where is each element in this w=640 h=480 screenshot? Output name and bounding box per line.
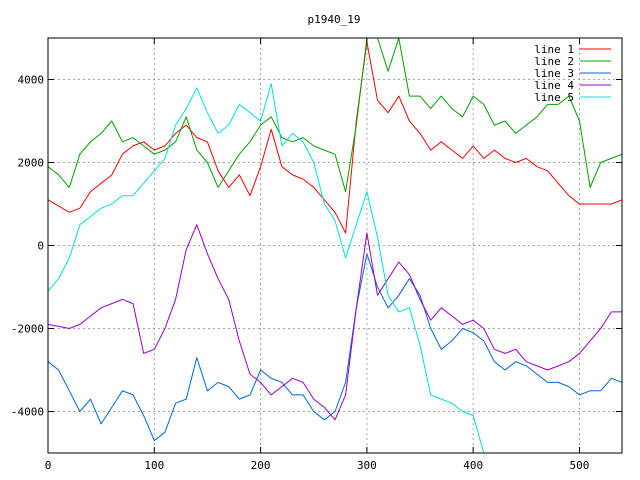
x-tick-label: 500	[570, 459, 590, 472]
series-line-2	[48, 38, 622, 193]
x-tick-label: 200	[251, 459, 271, 472]
legend-label: line 1	[534, 43, 574, 56]
series-line-5	[48, 83, 485, 453]
legend-label: line 3	[534, 67, 574, 80]
x-tick-label: 400	[463, 459, 483, 472]
series-line-3	[48, 253, 622, 442]
axis-ticks: 0 100 200 300 400 500 -4000 -2000 0 2000 4000	[11, 38, 622, 472]
series-line-4	[48, 224, 622, 421]
series-line-1	[48, 41, 622, 234]
y-tick-label: 0	[37, 240, 44, 253]
x-tick-label: 100	[144, 459, 164, 472]
plot-frame	[47, 37, 623, 454]
legend-label: line 5	[534, 91, 574, 104]
legend-label: line 2	[534, 55, 574, 68]
y-tick-label: -4000	[11, 406, 44, 419]
legend-label: line 4	[534, 79, 574, 92]
x-tick-label: 300	[357, 459, 377, 472]
y-tick-label: -2000	[11, 323, 44, 336]
plot-lines	[48, 38, 622, 453]
x-tick-label: 0	[45, 459, 52, 472]
y-tick-label: 2000	[18, 157, 45, 170]
chart-title: p1940_19	[308, 13, 361, 26]
y-tick-label: 4000	[18, 74, 45, 87]
